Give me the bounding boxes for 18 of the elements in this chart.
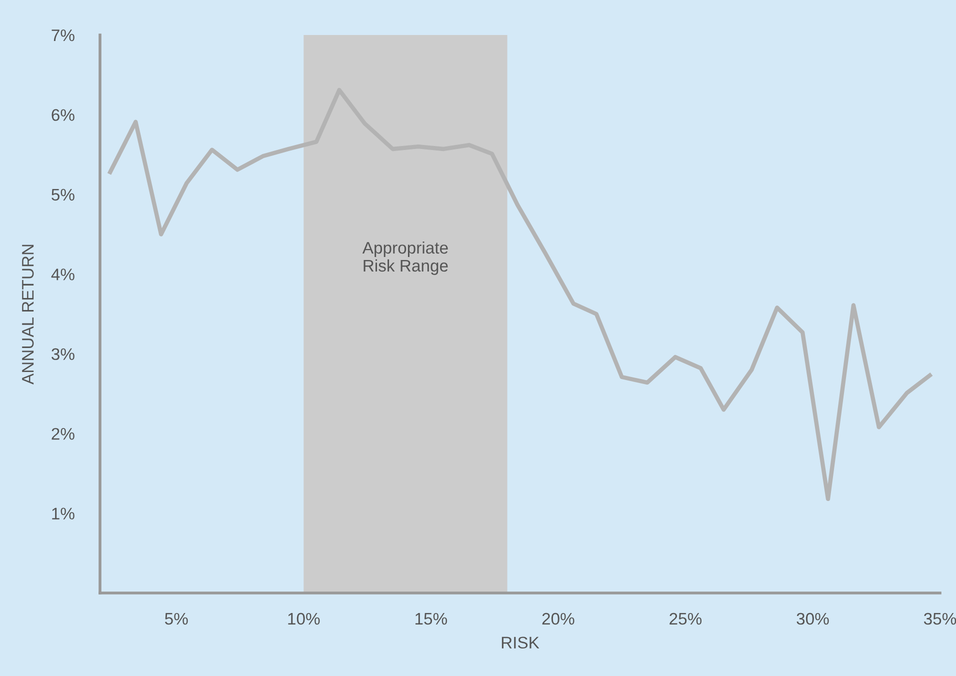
band-label: Appropriate Risk Range (362, 241, 448, 275)
x-tick-label: 10% (288, 612, 320, 625)
x-tick-label: 5% (164, 612, 188, 625)
y-tick-label: 5% (52, 188, 74, 201)
y-tick-label: 7% (52, 29, 74, 42)
y-tick-label: 2% (52, 428, 74, 440)
y-tick-label: 1% (52, 508, 74, 520)
x-axis-title: RISK (502, 636, 540, 649)
x-tick-label: 30% (796, 612, 829, 625)
x-tick-label: 35% (924, 612, 956, 625)
line-series (108, 88, 932, 502)
y-axis-title: ANNUAL RETURN (22, 244, 34, 384)
y-tick-label: 3% (52, 348, 74, 360)
x-tick-label: 15% (416, 612, 447, 625)
x-tick-label: 25% (670, 612, 702, 625)
y-tick-label: 4% (51, 268, 74, 280)
y-tick-label: 6% (52, 109, 74, 121)
x-tick-label: 20% (542, 612, 574, 625)
